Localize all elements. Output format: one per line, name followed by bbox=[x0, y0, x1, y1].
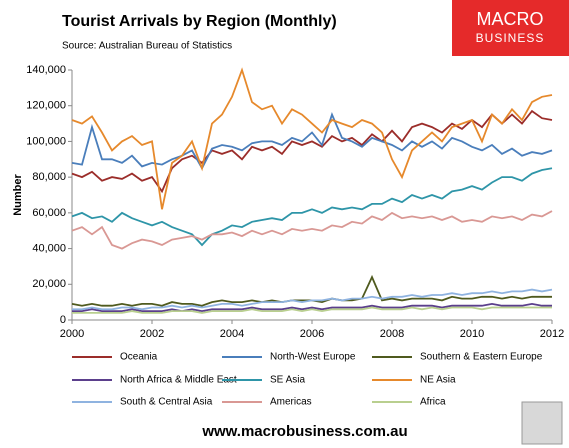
x-tick-label: 2002 bbox=[140, 328, 164, 340]
logo-box bbox=[452, 0, 569, 56]
y-tick-label: 0 bbox=[60, 314, 66, 326]
logo-image bbox=[521, 401, 563, 445]
legend-label: SE Asia bbox=[270, 375, 305, 386]
x-tick-label: 2000 bbox=[60, 328, 84, 340]
legend-label: Americas bbox=[270, 397, 312, 408]
legend-label: North-West Europe bbox=[270, 352, 356, 363]
y-tick-label: 40,000 bbox=[32, 242, 66, 254]
y-tick-label: 100,000 bbox=[26, 135, 66, 147]
y-axis-label: Number bbox=[12, 174, 24, 216]
series-line bbox=[72, 306, 552, 314]
x-tick-label: 2006 bbox=[300, 328, 324, 340]
chart-subtitle: Source: Australian Bureau of Statistics bbox=[62, 41, 232, 52]
chart-title: Tourist Arrivals by Region (Monthly) bbox=[62, 13, 337, 30]
x-tick-label: 2010 bbox=[460, 328, 484, 340]
y-tick-label: 20,000 bbox=[32, 278, 66, 290]
footer-url: www.macrobusiness.com.au bbox=[201, 423, 407, 440]
series-line bbox=[71, 210, 553, 250]
x-tick-label: 2008 bbox=[380, 328, 404, 340]
x-tick-label: 2012 bbox=[540, 328, 564, 340]
y-tick-label: 140,000 bbox=[26, 64, 66, 76]
logo-text: MACRO bbox=[477, 9, 544, 29]
series-line bbox=[72, 302, 552, 313]
y-tick-label: 80,000 bbox=[32, 171, 66, 183]
legend-label: NE Asia bbox=[420, 375, 456, 386]
logo-text: BUSINESS bbox=[476, 31, 545, 45]
legend-label: Oceania bbox=[120, 352, 158, 363]
x-tick-label: 2004 bbox=[220, 328, 244, 340]
series-line bbox=[71, 274, 552, 307]
legend-label: Africa bbox=[420, 397, 446, 408]
series-line bbox=[72, 288, 553, 311]
series-line bbox=[71, 67, 553, 210]
series-line bbox=[71, 167, 553, 247]
y-tick-label: 120,000 bbox=[26, 100, 66, 112]
legend-label: North Africa & Middle East bbox=[120, 375, 237, 386]
y-tick-label: 60,000 bbox=[32, 207, 66, 219]
series-line bbox=[71, 112, 553, 171]
legend-label: South & Central Asia bbox=[120, 397, 213, 408]
legend-label: Southern & Eastern Europe bbox=[420, 352, 543, 363]
